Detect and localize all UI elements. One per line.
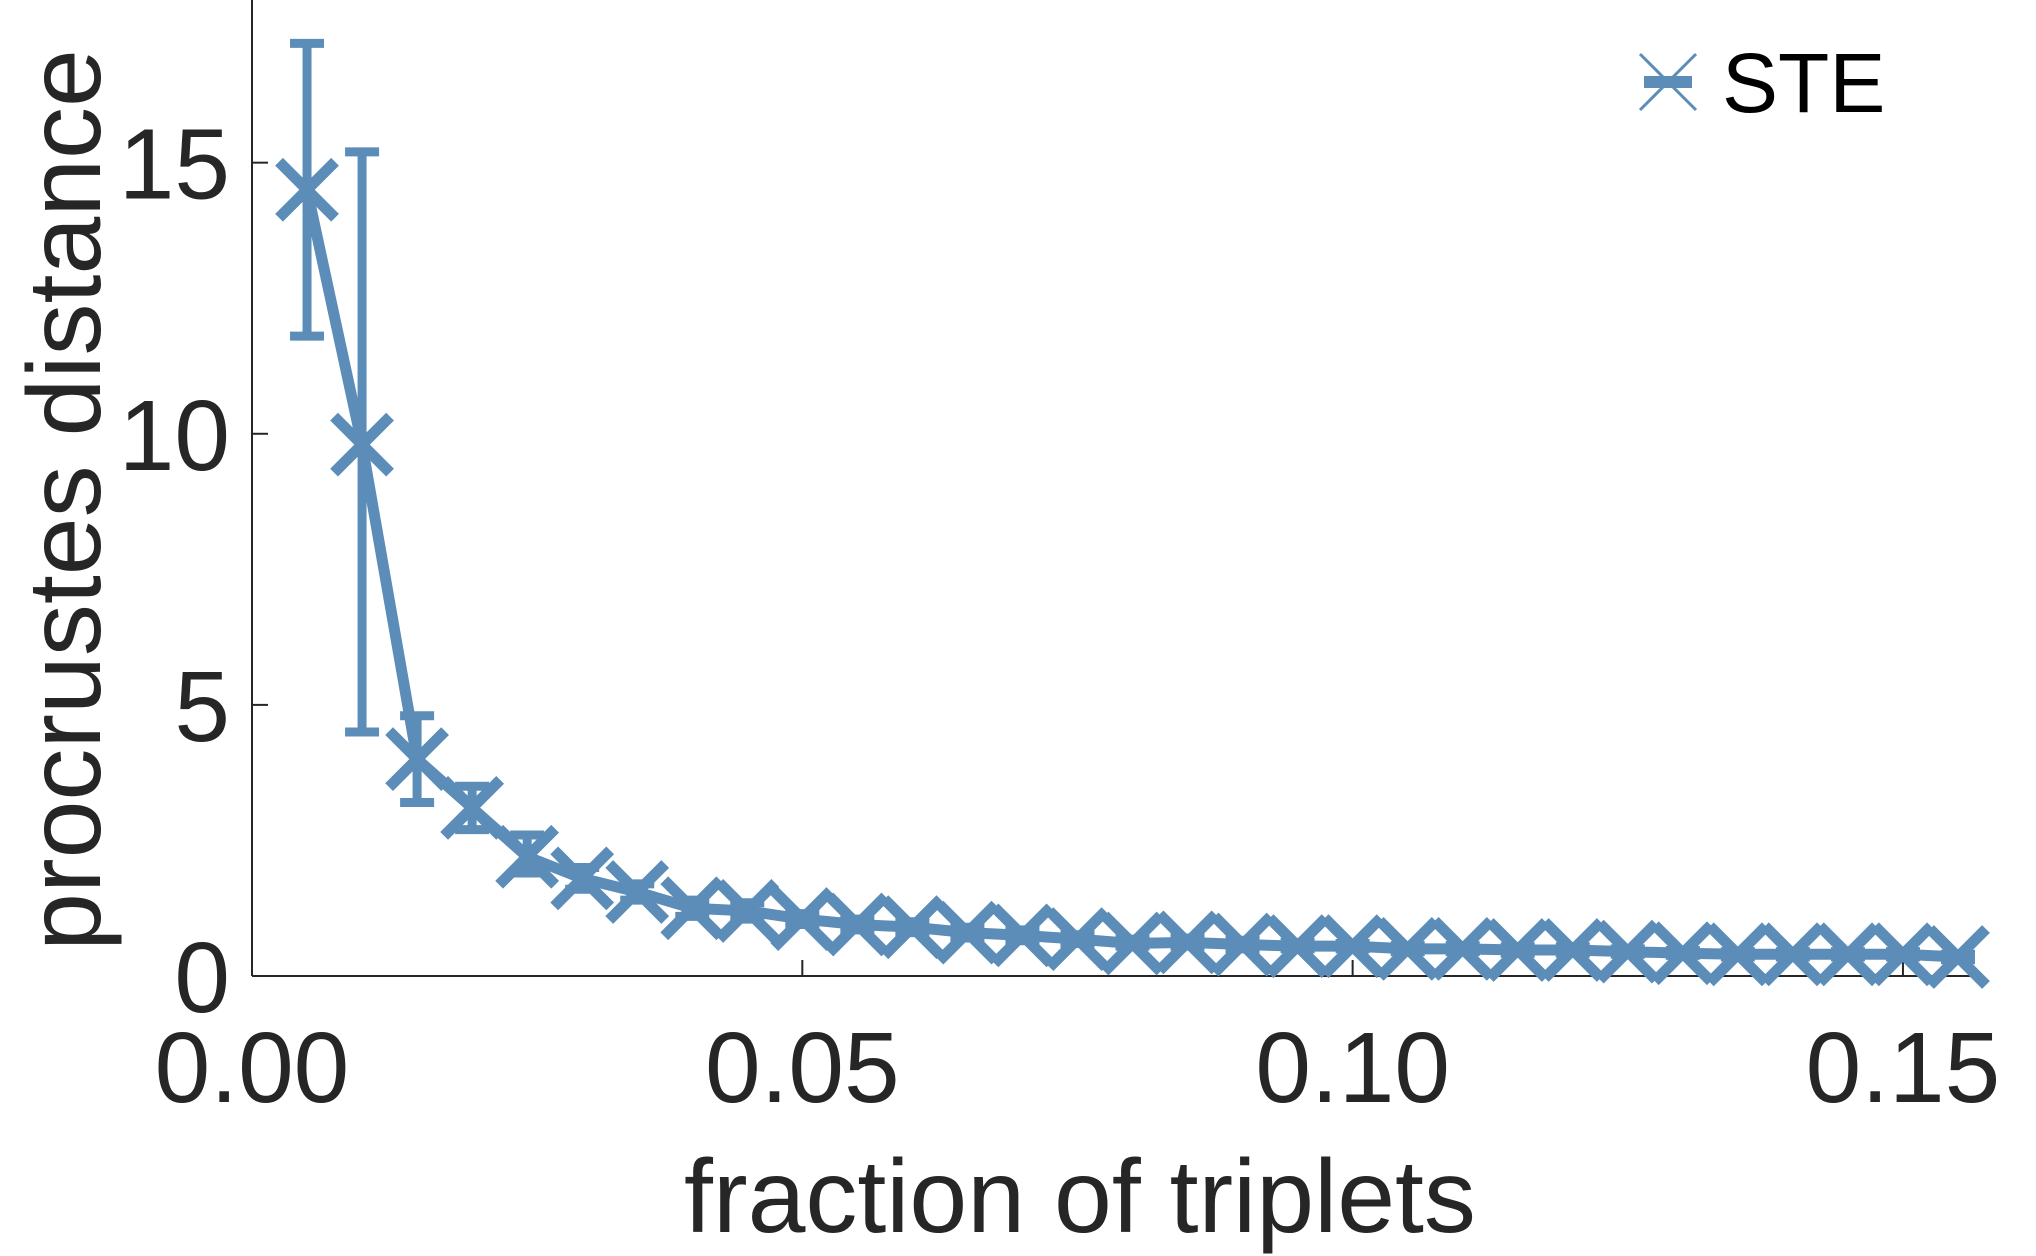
data-point bbox=[1761, 922, 1825, 987]
x-tick-label: 0.00 bbox=[155, 1012, 350, 1124]
x-marker-stroke bbox=[990, 903, 1055, 968]
x-marker-stroke bbox=[1210, 912, 1275, 977]
x-marker-stroke bbox=[605, 860, 670, 924]
data-point bbox=[1210, 912, 1275, 977]
x-marker-stroke bbox=[385, 727, 449, 792]
x-marker-stroke bbox=[1926, 925, 1990, 989]
x-marker-stroke bbox=[495, 824, 560, 889]
data-point bbox=[1485, 918, 1550, 982]
data-point bbox=[605, 860, 670, 924]
x-marker-stroke bbox=[1650, 921, 1715, 986]
legend: STE bbox=[1638, 36, 1885, 130]
x-marker-stroke bbox=[1816, 922, 1880, 987]
data-point bbox=[440, 776, 505, 840]
x-marker-stroke bbox=[1375, 916, 1440, 981]
x-marker-stroke bbox=[770, 887, 835, 951]
axes: 0.00 0.05 0.10 0.15 0 5 10 15 bbox=[119, 0, 2001, 1124]
data-point bbox=[1045, 907, 1110, 972]
data-point bbox=[1650, 921, 1715, 986]
x-marker-stroke bbox=[1100, 911, 1165, 976]
data-point bbox=[330, 412, 394, 477]
x-marker-stroke bbox=[1485, 918, 1550, 982]
legend-label: STE bbox=[1722, 36, 1885, 130]
x-marker-stroke bbox=[825, 892, 890, 957]
x-marker-stroke bbox=[660, 876, 725, 941]
x-marker-stroke bbox=[1540, 918, 1605, 982]
data-point bbox=[385, 727, 449, 792]
data-point bbox=[1871, 922, 1935, 987]
y-tick-label: 0 bbox=[174, 922, 230, 1034]
x-tick-label: 0.10 bbox=[1255, 1012, 1450, 1124]
data-point bbox=[1100, 911, 1165, 976]
x-marker-stroke bbox=[715, 879, 780, 943]
x-marker-stroke bbox=[550, 846, 615, 911]
series-line bbox=[301, 188, 1959, 963]
x-marker-stroke bbox=[1155, 910, 1220, 975]
data-point bbox=[935, 900, 1000, 965]
data-point bbox=[550, 846, 615, 911]
data-point bbox=[1430, 916, 1495, 981]
data-point bbox=[1540, 918, 1605, 982]
x-marker-stroke bbox=[1320, 914, 1385, 979]
data-point bbox=[1375, 916, 1440, 981]
data-point bbox=[1926, 925, 1990, 989]
x-marker-stroke bbox=[1045, 907, 1110, 972]
legend-x-marker bbox=[1638, 52, 1698, 112]
x-axis-title: fraction of triplets bbox=[684, 1139, 1476, 1255]
data-point bbox=[880, 895, 945, 960]
y-tick-label: 5 bbox=[174, 651, 230, 763]
x-marker-stroke bbox=[440, 776, 505, 840]
data-point bbox=[1320, 914, 1385, 979]
data-point bbox=[1705, 922, 1770, 987]
data-point bbox=[660, 876, 725, 941]
y-tick-label: 15 bbox=[119, 109, 230, 221]
x-marker-stroke bbox=[1595, 919, 1660, 984]
x-marker-stroke bbox=[1871, 922, 1935, 987]
data-point bbox=[990, 903, 1055, 968]
x-tick-label: 0.05 bbox=[705, 1012, 900, 1124]
data-point bbox=[495, 824, 560, 889]
data-point bbox=[715, 879, 780, 943]
x-marker-stroke bbox=[1705, 922, 1770, 987]
series-ste bbox=[275, 38, 1990, 989]
data-point bbox=[1595, 919, 1660, 984]
data-point bbox=[825, 892, 890, 957]
x-marker-stroke bbox=[880, 895, 945, 960]
data-point bbox=[1816, 922, 1880, 987]
y-axis-title: procrustes distance bbox=[7, 49, 123, 951]
x-tick-label: 0.15 bbox=[1806, 1012, 2001, 1124]
x-marker-stroke bbox=[1265, 914, 1330, 979]
x-marker-stroke bbox=[330, 412, 394, 477]
data-point bbox=[275, 157, 339, 222]
data-point bbox=[770, 887, 835, 951]
data-point bbox=[1265, 914, 1330, 979]
x-marker-stroke bbox=[275, 157, 339, 222]
x-marker-stroke bbox=[1761, 922, 1825, 987]
x-marker-stroke bbox=[935, 900, 1000, 965]
x-marker-stroke bbox=[1430, 916, 1495, 981]
y-tick-label: 10 bbox=[119, 380, 230, 492]
data-point bbox=[1155, 910, 1220, 975]
